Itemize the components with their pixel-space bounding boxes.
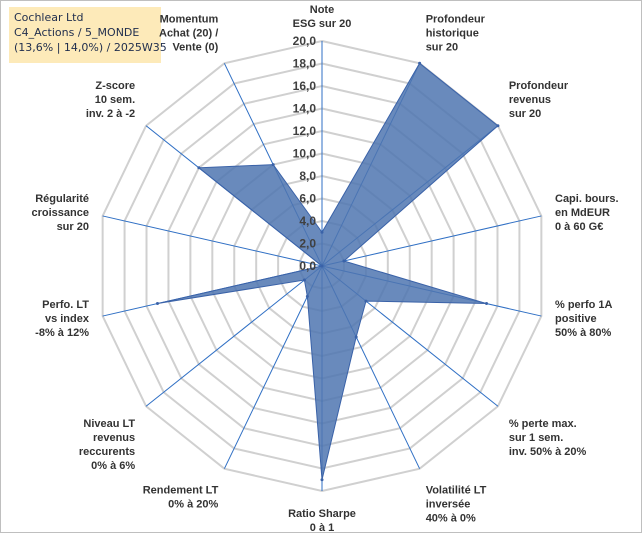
radial-tick-label: 10,0 <box>293 147 317 161</box>
radial-tick-label: 18,0 <box>293 57 317 71</box>
category-label-line: positive <box>555 313 597 325</box>
category-label: Z-score 10 sem. inv. 2 à -2 <box>86 80 135 120</box>
category-label-line: inv. 2 à -2 <box>86 108 135 120</box>
category-label: Momentum Achat (20) / Vente (0) <box>159 14 219 54</box>
category-label-line: historique <box>426 28 479 40</box>
radial-tick-label: 16,0 <box>293 79 317 93</box>
radial-tick-label: 20,0 <box>293 34 317 48</box>
data-point <box>305 294 309 298</box>
category-label: Capi. bours. en MdEUR 0 à 60 G€ <box>555 193 619 233</box>
category-label-line: sur 20 <box>57 221 89 233</box>
category-label-line: -8% à 12% <box>35 327 89 339</box>
category-label-line: sur 1 sem. <box>509 432 563 444</box>
category-label-line: 0 à 60 G€ <box>555 221 603 233</box>
category-label: % perfo 1A positive 50% à 80% <box>555 299 613 339</box>
category-label-line: en MdEUR <box>555 207 610 219</box>
category-label-line: Rendement LT <box>143 484 219 496</box>
category-label-line: Perfo. LT <box>42 299 89 311</box>
category-label-line: 50% à 80% <box>555 327 611 339</box>
category-label-line: inversée <box>426 498 471 510</box>
radial-tick-label: 0,0 <box>299 259 316 273</box>
category-label-line: Profondeur <box>426 14 486 26</box>
category-label-line: revenus <box>93 432 135 444</box>
category-label: Perfo. LT vs index -8% à 12% <box>35 299 90 339</box>
stats-label: (13,6% | 14,0%) / 2025W35 <box>14 41 167 54</box>
category-label-line: Ratio Sharpe <box>288 508 356 520</box>
category-label-line: ESG sur 20 <box>293 18 352 30</box>
radial-tick-label: 6,0 <box>299 192 316 206</box>
data-point <box>418 61 422 65</box>
data-point <box>197 166 201 170</box>
data-point <box>485 302 489 306</box>
category-label-line: Régularité <box>35 193 89 205</box>
category-label-line: sur 20 <box>426 42 458 54</box>
category-label: Niveau LT revenus reccurents 0% à 6% <box>79 418 136 472</box>
data-point <box>342 259 346 263</box>
category-label-line: Volatilité LT <box>426 484 487 496</box>
category-label: Régularité croissance sur 20 <box>32 193 89 233</box>
data-point <box>320 230 324 234</box>
category-label: Profondeur revenus sur 20 <box>509 80 569 120</box>
category-label-line: 40% à 0% <box>426 512 476 524</box>
category-label-line: 0 à 1 <box>310 522 334 533</box>
radial-tick-label: 14,0 <box>293 102 317 116</box>
data-point <box>364 299 368 303</box>
category-label: % perte max. sur 1 sem. inv. 50% à 20% <box>509 418 587 458</box>
category-label-line: Z-score <box>95 80 135 92</box>
data-point <box>320 264 324 268</box>
category-label-line: Note <box>310 4 334 16</box>
data-point <box>354 335 358 339</box>
axis-spoke <box>102 215 323 267</box>
category-label: Volatilité LT inversée 40% à 0% <box>426 484 487 524</box>
category-label-line: % perfo 1A <box>555 299 613 311</box>
category-label-line: 0% à 20% <box>168 498 218 510</box>
category-label-line: Achat (20) / <box>159 28 218 40</box>
category-label-line: Niveau LT <box>83 418 135 430</box>
category-label: Profondeur historique sur 20 <box>426 14 486 54</box>
category-label-line: Momentum <box>160 14 219 26</box>
data-point <box>320 478 324 482</box>
radial-tick-label: 4,0 <box>299 214 316 228</box>
category-label-line: vs index <box>45 313 90 325</box>
category-label: Ratio Sharpe 0 à 1 <box>288 508 356 533</box>
category-label-line: Capi. bours. <box>555 193 619 205</box>
company-name: Cochlear Ltd <box>14 11 84 24</box>
category-label: Note ESG sur 20 <box>293 4 352 30</box>
radial-tick-label: 12,0 <box>293 124 317 138</box>
category-label-line: sur 20 <box>509 108 541 120</box>
category-label-line: reccurents <box>79 446 135 458</box>
data-point <box>271 163 275 167</box>
radial-tick-label: 8,0 <box>299 169 316 183</box>
category-label-line: 0% à 6% <box>91 460 135 472</box>
category-label-line: inv. 50% à 20% <box>509 446 587 458</box>
axis-spoke <box>223 265 323 469</box>
portfolio-label: C4_Actions / 5_MONDE <box>14 26 140 39</box>
category-label-line: 10 sem. <box>95 94 135 106</box>
category-label-line: Profondeur <box>509 80 569 92</box>
category-label-line: croissance <box>32 207 89 219</box>
category-label-line: % perte max. <box>509 418 577 430</box>
category-label-line: revenus <box>509 94 551 106</box>
data-series-area <box>157 62 499 480</box>
data-point <box>155 302 159 306</box>
info-box: Cochlear Ltd C4_Actions / 5_MONDE (13,6%… <box>9 7 167 63</box>
data-point <box>302 278 306 282</box>
category-label-line: Vente (0) <box>172 42 218 54</box>
axis-spoke <box>321 215 542 267</box>
radial-tick-label: 2,0 <box>299 237 316 251</box>
axis-spoke <box>145 265 323 407</box>
data-point <box>496 124 500 128</box>
category-label: Rendement LT 0% à 20% <box>143 484 219 510</box>
